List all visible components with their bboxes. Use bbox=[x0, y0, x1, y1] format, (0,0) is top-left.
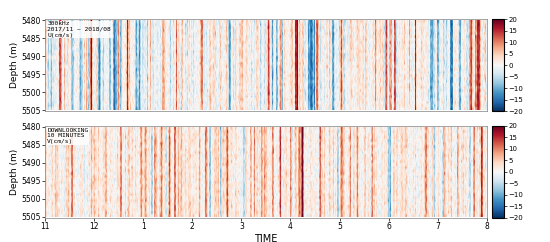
Text: 300kHz
2017/11 ~ 2018/08
U(cm/s): 300kHz 2017/11 ~ 2018/08 U(cm/s) bbox=[47, 21, 111, 38]
Y-axis label: Depth (m): Depth (m) bbox=[10, 149, 19, 195]
X-axis label: TIME: TIME bbox=[254, 234, 278, 242]
Text: DOWNLOOKING
10 MINUTES
V(cm/s): DOWNLOOKING 10 MINUTES V(cm/s) bbox=[47, 128, 89, 144]
Y-axis label: Depth (m): Depth (m) bbox=[10, 42, 19, 89]
